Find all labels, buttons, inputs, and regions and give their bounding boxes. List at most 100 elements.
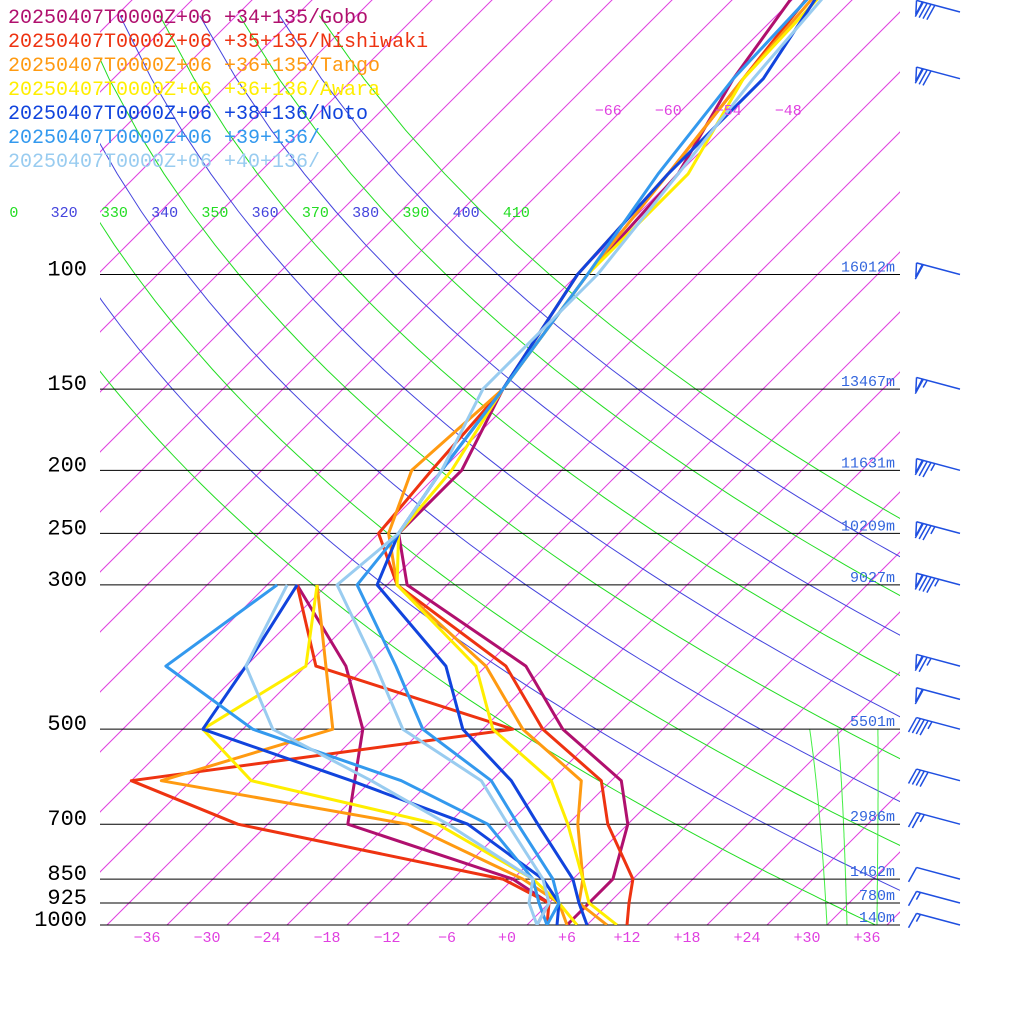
dry-adiabat (119, 15, 900, 718)
barb-staff (916, 376, 961, 390)
barb-staff (916, 457, 961, 472)
theta-label: 320 (51, 205, 78, 222)
barb-half-flag (927, 721, 933, 730)
barb-flag (918, 656, 928, 673)
barb-flag (918, 69, 928, 85)
barb-half-flag (922, 379, 928, 388)
moist-adiabat (1007, 729, 1024, 925)
pressure-label: 700 (47, 807, 87, 832)
dry-adiabat (199, 15, 900, 636)
barb-flag (922, 70, 932, 86)
dry-adiabat (100, 297, 900, 891)
height-label: 140m (859, 910, 895, 927)
wind-barb (914, 0, 961, 21)
height-label: 780m (859, 888, 895, 905)
temperature-profile (335, 0, 824, 925)
theta-label: 330 (101, 205, 128, 222)
barb-flag (915, 770, 925, 786)
barb-flag (918, 575, 928, 591)
barb-staff (916, 716, 961, 730)
legend-entry: 20250407T0000Z+06 +38+136/Noto (8, 103, 368, 126)
legend: 20250407T0000Z+06 +34+135/Gobo 20250407T0… (8, 7, 428, 174)
dry-adiabat (318, 15, 900, 520)
sounding-profiles (129, 0, 824, 925)
moist-adiabat (987, 729, 1012, 925)
dry-adiabat (279, 15, 900, 558)
height-label: 13467m (841, 374, 895, 391)
theta-label: 410 (503, 205, 530, 222)
barb-half-flag (930, 463, 936, 472)
barb-half-flag (915, 914, 922, 922)
barb-flag (922, 576, 932, 592)
dry-adiabat (100, 221, 900, 847)
barb-flag (907, 912, 918, 929)
barb-staff (916, 0, 961, 13)
wind-barb (907, 768, 961, 787)
pressure-label: 1000 (34, 908, 87, 933)
barb-flag (907, 890, 918, 907)
barb-flag (914, 689, 924, 705)
barb-flag (907, 812, 918, 828)
theta-label: 390 (402, 205, 429, 222)
barb-staff (916, 866, 961, 880)
legend-entry: 20250407T0000Z+06 +39+136/ (8, 127, 320, 150)
barb-staff (916, 66, 961, 80)
dry-adiabat (159, 15, 900, 677)
legend-entry: 20250407T0000Z+06 +40+136/ (8, 151, 320, 174)
temp-tick-label: −6 (438, 930, 456, 947)
barb-flag (907, 717, 918, 733)
height-label: 11631m (841, 455, 895, 472)
theta-label: 380 (352, 205, 379, 222)
wind-barb (914, 376, 961, 395)
pressure-label: 250 (47, 516, 87, 541)
dewpoint-profile (129, 584, 551, 925)
barb-flag (911, 718, 922, 734)
barb-staff (916, 811, 961, 825)
height-label: 9027m (850, 570, 895, 587)
pressure-label: 850 (47, 862, 87, 887)
wind-barb (907, 890, 961, 907)
barb-flag (922, 525, 932, 541)
isotherm-line (286, 311, 900, 925)
pressure-label: 100 (47, 258, 87, 283)
dewpoint-profile (159, 584, 569, 925)
temp-tick-label: −12 (373, 930, 400, 947)
wind-barb (914, 521, 961, 541)
isotherm-line (226, 251, 900, 925)
barb-half-flag (915, 892, 922, 900)
wind-barbs (907, 0, 961, 929)
isotherm-line (406, 431, 900, 925)
temperature-profile (387, 0, 814, 925)
pressure-label: 500 (47, 712, 87, 737)
legend-entry: 20250407T0000Z+06 +36+135/Tango (8, 55, 380, 78)
barb-flag (919, 720, 929, 736)
upper-isotherm-label: −66 (595, 103, 622, 120)
barb-flag (914, 523, 924, 539)
dry-adiabat (100, 142, 900, 803)
barb-flag (914, 378, 924, 395)
pressure-grid (100, 274, 900, 926)
dewpoint-profile (164, 583, 549, 925)
height-label: 10209m (841, 518, 895, 535)
barb-flag (914, 655, 924, 672)
barb-staff (916, 890, 961, 904)
legend-entry: 20250407T0000Z+06 +34+135/Gobo (8, 7, 368, 30)
wind-barb (907, 811, 961, 829)
theta-label: 0 (9, 205, 18, 222)
dewpoint-profile (244, 584, 539, 925)
wind-barb (914, 457, 961, 478)
wind-barb (914, 687, 961, 705)
barb-flag (911, 813, 922, 829)
barb-staff (916, 521, 961, 535)
temp-tick-label: +6 (558, 930, 576, 947)
moist-adiabat (937, 729, 953, 925)
pressure-label: 150 (47, 372, 87, 397)
temp-tick-label: +0 (498, 930, 516, 947)
pressure-label: 300 (47, 568, 87, 593)
temp-tick-label: −36 (133, 930, 160, 947)
isotherm-line (346, 371, 900, 925)
barb-flag (915, 719, 925, 735)
temperature-profile (355, 0, 809, 925)
isotherm-line (886, 911, 900, 925)
